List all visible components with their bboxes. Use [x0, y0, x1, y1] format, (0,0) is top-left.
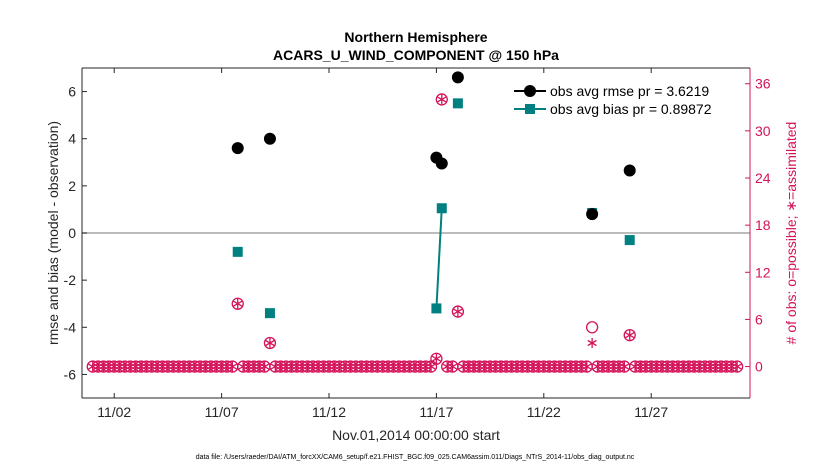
x-tick-label: 11/27	[634, 404, 668, 420]
y-tick-label: -4	[64, 319, 77, 335]
y-tick-label: 2	[68, 178, 76, 194]
obs-possible-marker	[730, 360, 744, 373]
y2-tick-label: 6	[755, 311, 763, 327]
y-tick-label: 0	[68, 225, 76, 241]
bias-point	[624, 235, 635, 246]
obs-possible-marker	[263, 336, 277, 350]
obs-possible-marker	[623, 328, 636, 342]
x-tick-label: 11/22	[527, 404, 561, 420]
rmse-point	[451, 71, 464, 84]
legend-rmse-marker	[524, 85, 536, 97]
x-tick-label: 11/07	[205, 404, 239, 420]
y2-tick-label: 18	[755, 217, 771, 233]
y-tick-label: -2	[64, 272, 77, 288]
bias-point	[264, 308, 275, 319]
obs-assimilated-marker	[625, 330, 635, 341]
obs-assimilated-marker	[732, 361, 742, 372]
x-tick-label: 11/12	[312, 404, 346, 420]
obs-possible-marker	[430, 352, 443, 365]
legend-rmse-label: obs avg rmse pr = 3.6219	[550, 83, 709, 99]
obs-assimilated-marker	[431, 353, 442, 364]
bias-point	[232, 246, 243, 257]
bias-point	[452, 98, 463, 109]
obs-possible-marker	[585, 321, 599, 334]
rmse-point	[623, 164, 636, 177]
obs-possible-marker	[451, 305, 465, 318]
obs-assimilated-marker	[447, 361, 458, 372]
plot-area: Northern Hemisphere ACARS_U_WIND_COMPONEN…	[45, 29, 799, 461]
obs-assimilated-marker	[426, 361, 436, 372]
obs-assimilated-marker	[437, 94, 447, 105]
y-axis-label: rmse and bias (model - observation)	[45, 121, 61, 345]
y-tick-label: 4	[68, 131, 76, 147]
y2-tick-label: 36	[755, 76, 771, 92]
obs-assimilated-marker	[619, 361, 630, 372]
bias-series-line	[435, 208, 443, 309]
y2-tick-label: 12	[755, 264, 771, 280]
obs-assimilated-marker	[582, 361, 592, 372]
legend-background	[508, 74, 744, 120]
bias-point	[436, 203, 447, 214]
rmse-point	[263, 132, 276, 145]
obs-possible-marker	[435, 93, 448, 106]
legend-bias-label: obs avg bias pr = 0.89872	[550, 101, 712, 117]
obs-assimilated-marker	[265, 338, 275, 348]
y2-tick-label: 30	[755, 123, 771, 139]
chart-title: Northern Hemisphere	[344, 29, 487, 45]
data-file-footnote: data file: /Users/raeder/DAI/ATM_forcXX/…	[196, 454, 635, 461]
bias-point	[431, 303, 442, 314]
y2-axis-label: # of obs: o=possible; ∗=assimilated	[783, 122, 799, 345]
obs-assimilated-marker	[233, 298, 243, 309]
rmse-point	[435, 157, 448, 170]
legend-bias-marker	[525, 104, 535, 114]
y-tick-label: -6	[64, 366, 77, 382]
obs-assimilated-marker	[259, 361, 270, 372]
x-axis-label: Nov.01,2014 00:00:00 start	[332, 427, 500, 443]
y2-tick-label: 0	[755, 359, 763, 375]
obs-assimilated-marker	[453, 306, 463, 317]
rmse-point	[586, 208, 599, 221]
obs-assimilated-marker	[227, 361, 238, 372]
x-tick-label: 11/02	[97, 404, 131, 420]
y2-tick-label: 24	[755, 170, 771, 186]
obs-assimilated-marker	[587, 338, 597, 348]
obs-possible-marker	[231, 297, 244, 310]
y-tick-label: 6	[68, 84, 76, 100]
x-tick-label: 11/17	[419, 404, 453, 420]
chart-subtitle: ACARS_U_WIND_COMPONENT @ 150 hPa	[273, 47, 559, 63]
legend: obs avg rmse pr = 3.6219 obs avg bias pr …	[508, 74, 744, 120]
rmse-point	[231, 142, 244, 155]
